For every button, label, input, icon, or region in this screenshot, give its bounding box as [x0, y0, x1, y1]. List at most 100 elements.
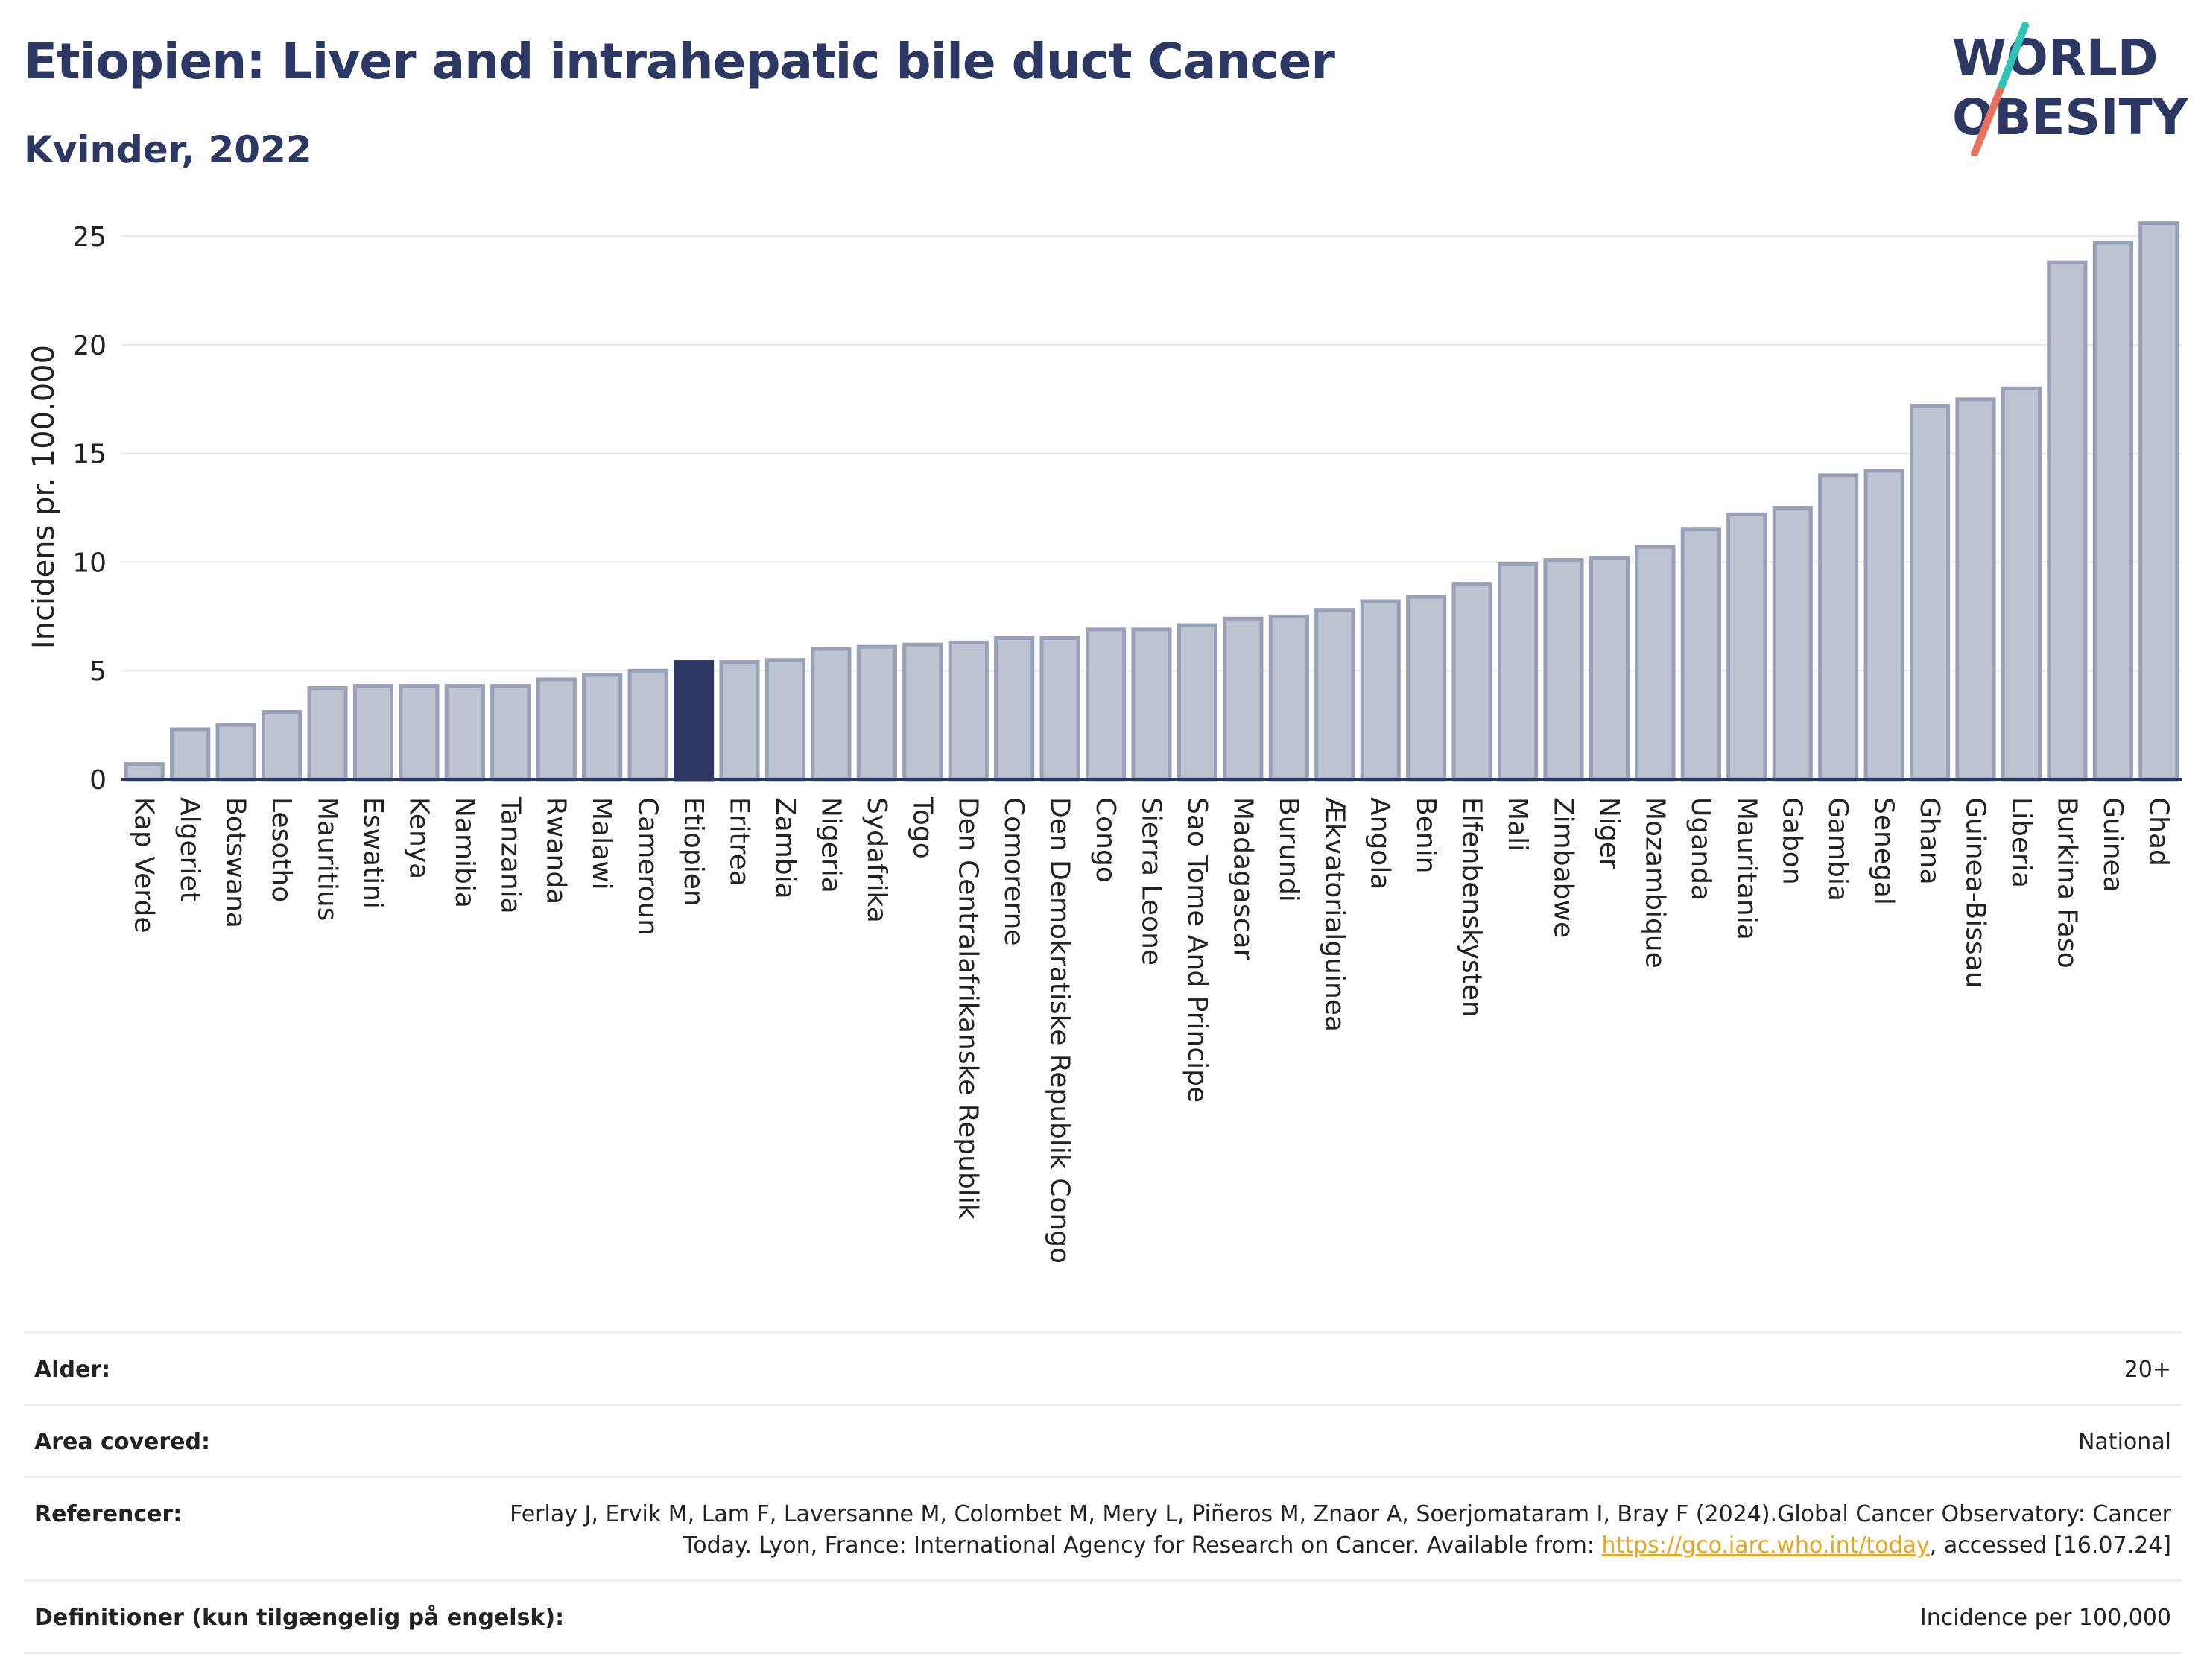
bar-elfenbenskysten [1451, 582, 1492, 782]
bar-namibia [444, 684, 485, 782]
x-tick-label: Burundi [1273, 797, 1304, 902]
bar-burundi [1268, 614, 1309, 782]
y-tick-label: 5 [89, 656, 107, 687]
bar-comorerne [994, 636, 1035, 782]
y-axis-ticks: 0 5 10 15 20 25 [72, 222, 107, 796]
bar-benin [1406, 595, 1447, 782]
x-tick-label: Botswana [221, 797, 251, 928]
x-tick-label: Sierra Leone [1136, 797, 1167, 966]
meta-def-label: Definitioner (kun tilgængelig på engelsk… [34, 1605, 565, 1631]
x-tick-label: Algeriet [174, 797, 205, 902]
meta-row-references: Referencer: Ferlay J, Ervik M, Lam F, La… [24, 1478, 2182, 1582]
y-tick-label: 15 [72, 440, 107, 470]
x-tick-label: Gabon [1777, 797, 1808, 885]
bar-den-centralafrikanske-republik [948, 640, 989, 782]
x-tick-label: Zimbabwe [1548, 797, 1579, 938]
x-tick-label: Tanzania [495, 796, 525, 914]
meta-ref-text: Ferlay J, Ervik M, Lam F, Laversanne M, … [510, 1501, 2171, 1559]
bar-mauritania [1726, 512, 1767, 782]
x-tick-label: Namibia [449, 797, 480, 908]
world-obesity-logo: WORLD OBESITY [1952, 22, 2189, 156]
reference-link[interactable]: https://gco.iarc.who.int/today [1601, 1532, 1930, 1559]
x-tick-label: Mauritania [1731, 797, 1761, 940]
y-tick-label: 10 [72, 548, 107, 578]
x-tick-label: Togo [907, 796, 937, 859]
x-axis-ticks: Kap Verde Algeriet Botswana Lesotho Mauritiu… [129, 796, 2174, 1264]
meta-ref-label: Referencer: [34, 1501, 183, 1527]
bar-burkina-faso [2047, 260, 2088, 782]
x-tick-label: Malawi [586, 797, 617, 890]
logo-text-world: WORLD [1952, 29, 2159, 86]
x-tick-label: Elfenbenskysten [1457, 797, 1487, 1018]
meta-age-value: 20+ [2124, 1357, 2171, 1383]
bar-etiopien [673, 660, 715, 782]
bar-den-demokratiske-republik-congo [1039, 636, 1080, 782]
chart-subtitle: Kvinder, 2022 [24, 128, 312, 171]
bar-ækvatorialguinea [1314, 608, 1355, 782]
x-tick-label: Rwanda [541, 797, 571, 904]
x-tick-label: Sao Tome And Principe [1182, 797, 1212, 1103]
bar-guinea [2092, 241, 2133, 782]
bar-sydafrika [856, 644, 897, 782]
logo-slash-teal [1996, 22, 2029, 95]
x-tick-label: Mali [1502, 797, 1533, 852]
x-tick-label: Niger [1594, 797, 1624, 869]
x-tick-label: Nigeria [815, 797, 846, 893]
x-tick-label: Guinea-Bissau [1960, 797, 1991, 989]
bar-algeriet [170, 727, 211, 782]
bar-nigeria [811, 647, 852, 782]
y-axis-label: Incidens pr. 100.000 [27, 345, 61, 649]
y-tick-label: 25 [72, 222, 107, 253]
x-tick-label: Angola [1365, 797, 1396, 890]
bar-gabon [1772, 506, 1813, 782]
x-tick-label: Kenya [403, 797, 434, 879]
x-tick-label: Eritrea [724, 797, 755, 887]
meta-ref-text-end: , accessed [16.07.24] [1929, 1532, 2171, 1559]
x-tick-label: Sydafrika [861, 797, 892, 923]
bar-liberia [2001, 386, 2042, 782]
bar-chart: 0 5 10 15 20 25 Kap Verde Algeriet Botswana Leso… [27, 221, 2182, 1264]
x-tick-label: Eswatini [358, 797, 388, 909]
bar-mali [1497, 562, 1539, 782]
bar-uganda [1680, 527, 1721, 782]
x-tick-label: Congo [1090, 797, 1121, 883]
x-tick-label: Zambia [770, 797, 800, 899]
bar-eritrea [719, 660, 760, 782]
x-tick-label: Mozambique [1639, 797, 1670, 969]
bar-mozambique [1635, 545, 1676, 782]
x-tick-label: Ghana [1914, 797, 1945, 885]
x-tick-label: Guinea [2097, 797, 2128, 893]
meta-area-label: Area covered: [34, 1429, 210, 1455]
bars [124, 221, 2179, 782]
bar-niger [1589, 556, 1630, 782]
bar-lesotho [261, 710, 303, 782]
bar-angola [1360, 599, 1401, 782]
bar-tanzania [490, 684, 531, 782]
x-tick-label: Lesotho [266, 797, 297, 902]
bar-gambia [1818, 473, 1859, 782]
meta-row-age: Alder: 20+ [24, 1334, 2182, 1406]
bar-sierra-leone [1131, 627, 1172, 782]
y-tick-label: 0 [89, 765, 107, 796]
bar-togo [902, 642, 943, 782]
bar-senegal [1863, 469, 1904, 782]
meta-ref-value: Ferlay J, Ervik M, Lam F, Laversanne M, … [457, 1499, 2182, 1562]
bar-botswana [215, 723, 256, 782]
x-tick-label: Madagascar [1227, 797, 1258, 960]
meta-def-value: Incidence per 100,000 [1919, 1605, 2171, 1631]
meta-row-definitions: Definitioner (kun tilgængelig på engelsk… [24, 1582, 2182, 1654]
chart-title: Etiopien: Liver and intrahepatic bile du… [24, 33, 1335, 90]
bar-eswatini [352, 684, 394, 782]
x-tick-label: Benin [1410, 797, 1441, 873]
x-tick-label: Burkina Faso [2051, 797, 2082, 969]
bar-rwanda [536, 677, 577, 782]
x-tick-label: Etiopien [678, 797, 709, 907]
bar-zimbabwe [1543, 558, 1584, 782]
x-tick-label: Kap Verde [129, 797, 159, 933]
y-tick-label: 20 [72, 331, 107, 361]
bar-congo [1085, 627, 1127, 782]
bar-chad [2138, 221, 2179, 782]
bar-guinea-bissau [1955, 397, 1996, 782]
bar-kenya [399, 684, 440, 782]
x-tick-label: Uganda [1685, 797, 1716, 901]
